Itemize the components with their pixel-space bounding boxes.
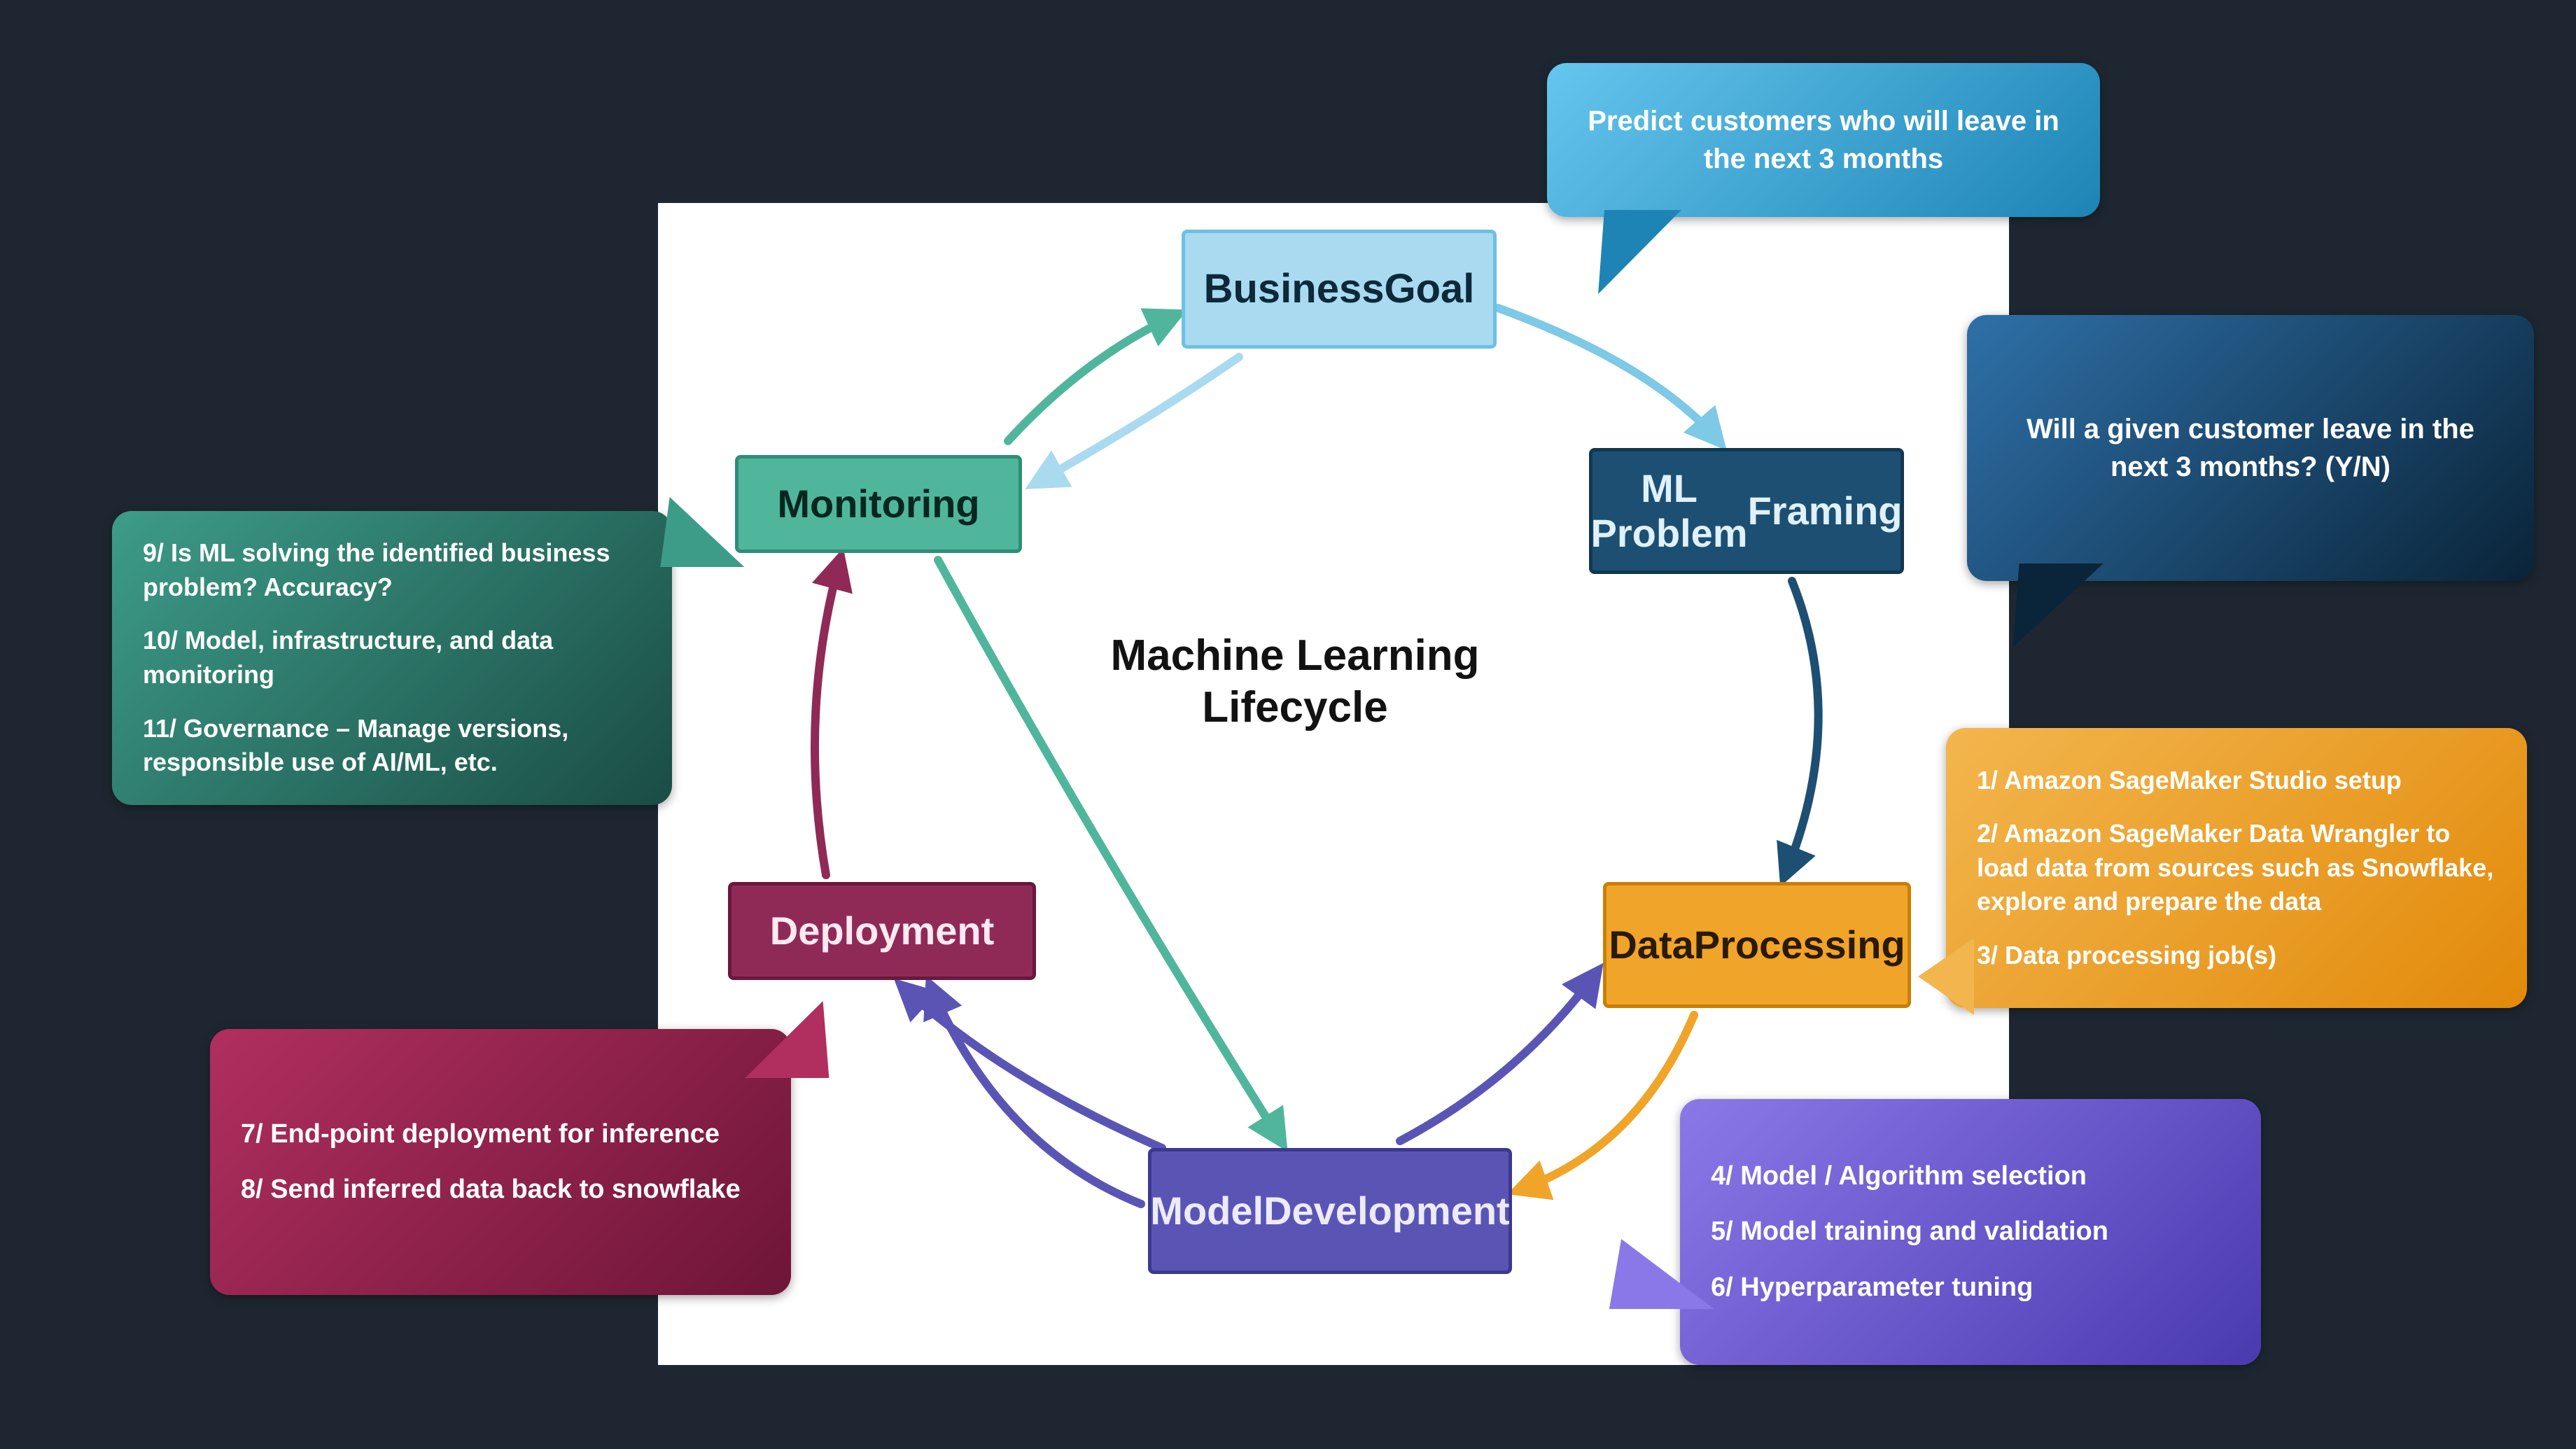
callout-line: 4/ Model / Algorithm selection <box>1711 1158 2230 1194</box>
callout-line: 1/ Amazon SageMaker Studio setup <box>1977 764 2496 798</box>
node-label-line: Business <box>1204 266 1385 313</box>
callout-line: Will a given customer leave in the next … <box>1998 410 2503 486</box>
center-title: Machine Learning Lifecycle <box>1029 630 1561 734</box>
node-ml-problem-framing: ML ProblemFraming <box>1589 448 1904 574</box>
node-model-development: ModelDevelopment <box>1148 1148 1512 1274</box>
callout-business-goal: Predict customers who will leave in the … <box>1547 63 2100 217</box>
callout-deployment: 7/ End-point deployment for inference 8/ … <box>210 1029 791 1295</box>
node-label-line: Data <box>1609 923 1693 967</box>
callout-line: 9/ Is ML solving the identified business… <box>143 536 641 604</box>
callout-line: 8/ Send inferred data back to snowflake <box>241 1172 760 1208</box>
center-title-line2: Lifecycle <box>1202 683 1387 732</box>
callout-line: 7/ End-point deployment for inference <box>241 1116 760 1152</box>
callout-model-development: 4/ Model / Algorithm selection 5/ Model t… <box>1680 1099 2261 1365</box>
callout-line: 6/ Hyperparameter tuning <box>1711 1270 2230 1306</box>
node-label-line: Development <box>1264 1189 1510 1233</box>
node-label-line: Monitoring <box>777 482 979 526</box>
callout-monitoring: 9/ Is ML solving the identified business… <box>112 511 672 805</box>
node-label-line: ML Problem <box>1591 466 1748 556</box>
callout-tail <box>1918 938 1974 1015</box>
callout-line: Predict customers who will leave in the … <box>1578 102 2069 178</box>
callout-line: 10/ Model, infrastructure, and data moni… <box>143 624 641 692</box>
node-label-line: Processing <box>1694 923 1905 967</box>
node-deployment: Deployment <box>728 882 1036 980</box>
node-label-line: Model <box>1150 1189 1264 1233</box>
diagram-stage: Machine Learning Lifecycle BusinessGoal … <box>0 0 2576 1449</box>
node-label-line: Framing <box>1748 489 1903 533</box>
node-data-processing: DataProcessing <box>1603 882 1911 1008</box>
callout-data-processing: 1/ Amazon SageMaker Studio setup 2/ Amazo… <box>1946 728 2527 1008</box>
callout-line: 2/ Amazon SageMaker Data Wrangler to loa… <box>1977 817 2496 919</box>
node-label-line: Deployment <box>770 909 995 953</box>
node-monitoring: Monitoring <box>735 455 1022 553</box>
callout-line: 5/ Model training and validation <box>1711 1214 2230 1250</box>
callout-line: 11/ Governance – Manage versions, respon… <box>143 712 641 780</box>
node-business-goal: BusinessGoal <box>1182 230 1497 349</box>
center-title-line1: Machine Learning <box>1110 631 1479 680</box>
callout-ml-problem-framing: Will a given customer leave in the next … <box>1967 315 2534 581</box>
callout-line: 3/ Data processing job(s) <box>1977 939 2496 973</box>
node-label-line: Goal <box>1384 266 1474 313</box>
